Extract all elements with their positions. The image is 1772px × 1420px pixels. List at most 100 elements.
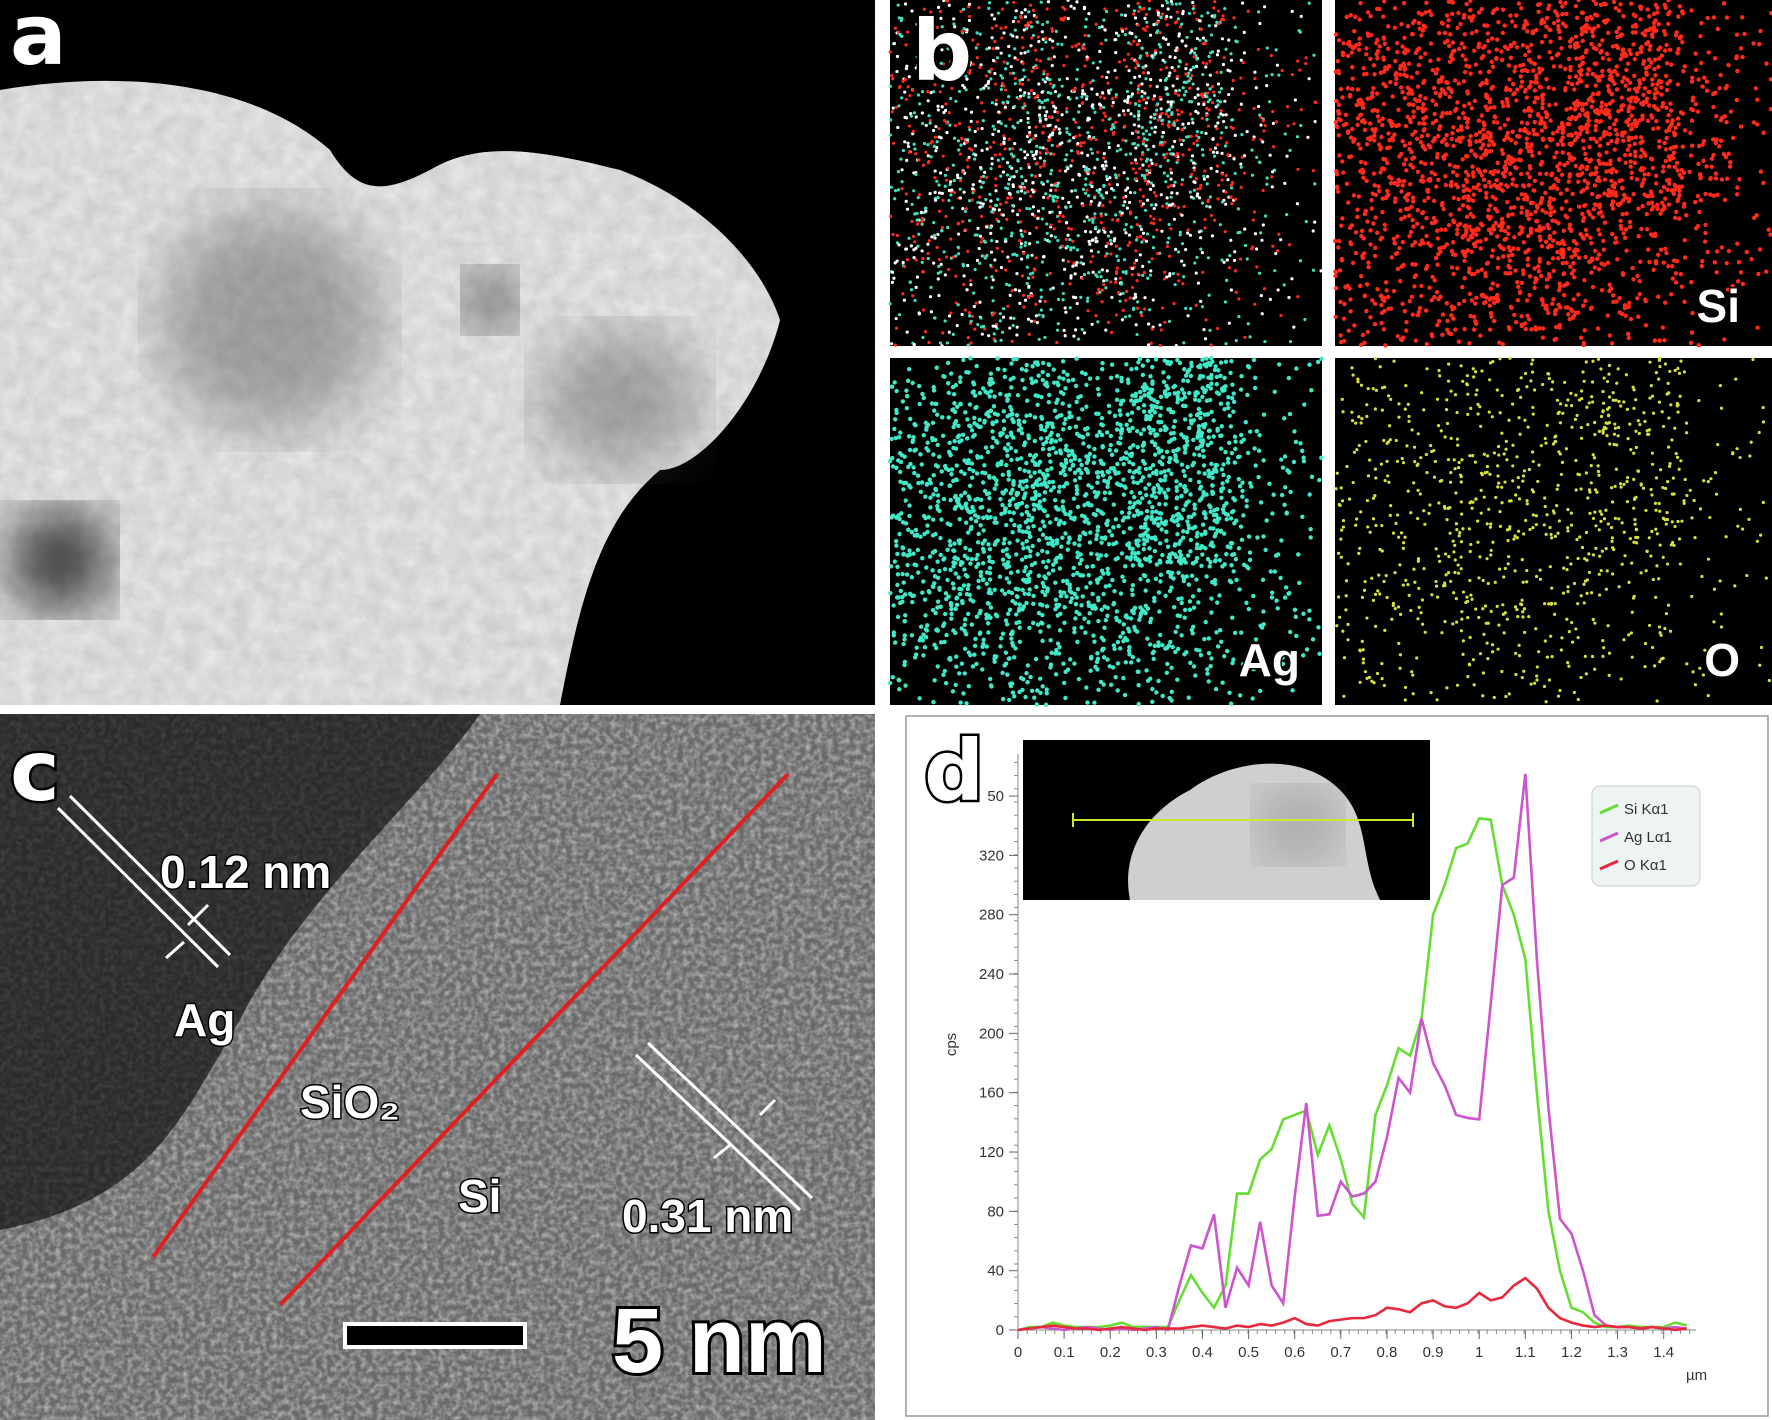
map-dot: [1021, 82, 1025, 86]
map-dot: [1610, 44, 1616, 49]
map-dot: [1109, 230, 1113, 234]
map-dot: [1230, 118, 1234, 122]
map-dot: [1212, 90, 1216, 94]
map-dot: [1193, 96, 1197, 100]
map-dot: [1115, 149, 1119, 153]
map-dot: [1678, 34, 1683, 39]
map-dot: [1372, 72, 1377, 77]
map-dot: [990, 36, 994, 40]
map-dot: [1216, 103, 1220, 107]
map-dot: [1593, 110, 1599, 115]
map-dot: [1118, 276, 1122, 280]
map-dot: [891, 232, 895, 237]
map-dot: [1404, 328, 1409, 333]
map-dot: [1352, 28, 1357, 34]
map-dot: [935, 245, 939, 250]
map-dot: [1093, 166, 1097, 170]
map-dot: [963, 410, 968, 415]
map-dot: [1555, 249, 1560, 255]
map-dot: [1413, 273, 1419, 278]
map-dot: [1134, 146, 1138, 150]
map-dot: [1116, 144, 1120, 148]
map-dot: [1515, 87, 1520, 92]
map-dot: [1479, 292, 1485, 298]
map-dot: [1350, 126, 1355, 132]
map-dot: [1155, 228, 1159, 232]
map-dot: [1428, 58, 1433, 64]
map-dot: [1227, 38, 1231, 42]
map-dot: [1242, 171, 1247, 175]
map-dot: [1010, 288, 1014, 293]
map-dot: [1661, 184, 1667, 190]
map-dot: [1587, 212, 1593, 217]
map-dot: [1042, 195, 1046, 199]
map-dot: [1688, 340, 1694, 346]
map-dot: [932, 316, 937, 320]
map-dot: [1074, 134, 1078, 139]
map-dot: [1623, 227, 1629, 232]
map-dot: [1115, 183, 1120, 187]
map-dot: [1046, 151, 1050, 155]
map-dot: [1632, 160, 1638, 166]
map-dot: [1069, 4, 1073, 8]
map-dot: [1633, 153, 1638, 159]
map-dot: [1402, 143, 1408, 148]
map-dot: [1121, 492, 1127, 497]
map-dot: [897, 16, 901, 20]
map-dot: [1634, 51, 1640, 57]
map-dot: [1079, 295, 1083, 300]
map-dot: [1480, 142, 1486, 147]
map-dot: [1465, 154, 1470, 159]
map-dot: [1116, 291, 1121, 295]
map-dot: [1440, 312, 1446, 317]
map-dot: [1682, 255, 1688, 260]
map-dot: [1508, 87, 1513, 93]
map-dot: [965, 140, 969, 145]
map-dot: [1056, 322, 1060, 326]
map-dot: [1461, 298, 1467, 304]
map-dot: [1208, 195, 1213, 199]
map-dot: [1182, 263, 1186, 267]
map-dot: [1385, 160, 1390, 166]
map-dot: [1472, 271, 1477, 276]
map-dot: [933, 190, 937, 195]
map-dot: [1543, 239, 1549, 245]
map-dot: [956, 222, 960, 226]
map-dot: [1215, 70, 1219, 75]
map-dot: [1124, 64, 1129, 69]
map-dot: [1177, 279, 1181, 283]
map-dot: [1643, 298, 1648, 304]
map-dot: [1557, 305, 1563, 310]
map-dot: [1502, 137, 1507, 143]
map-dot: [1135, 279, 1139, 283]
map-dot: [1307, 492, 1312, 497]
map-dot: [1075, 195, 1079, 199]
map-dot: [1498, 186, 1503, 191]
map-dot: [1087, 34, 1091, 38]
map-dot: [1216, 197, 1220, 201]
map-dot: [1504, 236, 1509, 241]
map-dot: [1083, 33, 1087, 38]
map-dot: [1607, 115, 1613, 120]
map-dot: [1660, 100, 1666, 106]
map-dot: [1384, 288, 1389, 293]
map-dot: [1501, 103, 1506, 109]
map-dot: [942, 0, 946, 3]
map-dot: [1606, 187, 1611, 193]
map-dot: [968, 63, 972, 67]
map-dot: [1444, 13, 1450, 18]
map-dot: [1037, 337, 1041, 341]
map-dot: [1166, 240, 1170, 245]
map-dot: [1003, 147, 1007, 151]
map-dot: [1259, 294, 1263, 298]
map-dot: [1023, 156, 1027, 160]
map-dot: [1007, 177, 1012, 182]
map-dot: [1489, 86, 1494, 91]
map-dot: [966, 263, 970, 268]
map-dot: [1128, 152, 1133, 156]
map-dot: [969, 110, 974, 114]
map-dot: [1147, 0, 1151, 3]
map-dot: [1430, 334, 1435, 339]
map-dot: [1063, 334, 1067, 338]
map-dot: [1619, 226, 1624, 232]
